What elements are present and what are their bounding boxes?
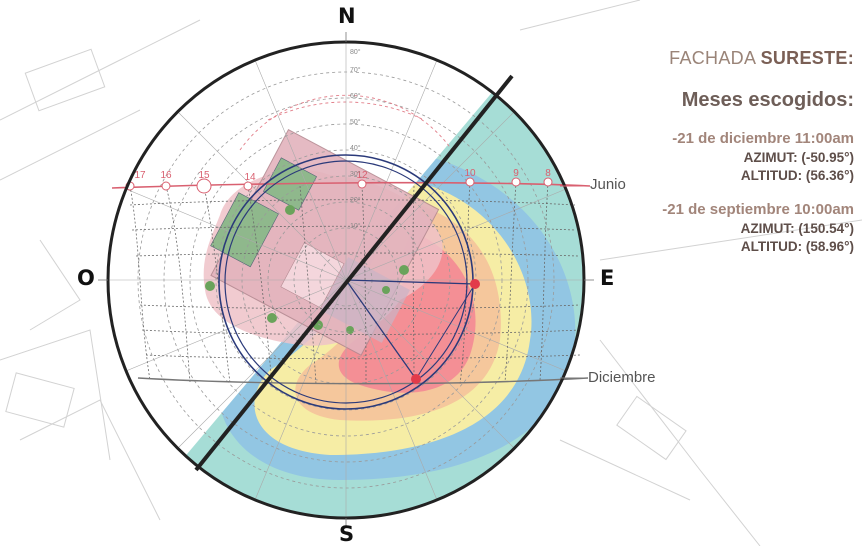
compass-west: O — [77, 266, 95, 290]
ray-september — [345, 279, 476, 285]
daily-paths — [129, 199, 581, 360]
info-panel: FACHADA SURESTE: Meses escogidos: -21 de… — [584, 48, 854, 254]
altitude-label-70: 70° — [350, 66, 361, 74]
hour-labels: 17 16 15 14 12 10 9 8 — [134, 168, 551, 183]
ray-december — [345, 279, 417, 380]
altitude-label-40: 40° — [350, 144, 361, 152]
altitude-label-50: 50° — [350, 118, 361, 126]
altitude-label-80: 80° — [350, 48, 361, 56]
compass-east: E — [600, 266, 615, 290]
hour-label-14: 14 — [244, 172, 256, 183]
hour-label-12: 12 — [356, 170, 368, 181]
case-azimut: AZIMUT: (150.54°) — [740, 221, 854, 236]
case-december: -21 de diciembre 11:00am AZIMUT: (-50.95… — [584, 130, 854, 183]
altitude-label-20: 20° — [350, 196, 361, 204]
summer-curve — [111, 177, 591, 194]
panel-title: FACHADA SURESTE: — [584, 48, 854, 69]
case-altitud: ALTITUD: (56.36°) — [740, 168, 854, 183]
hour-label-15: 15 — [198, 170, 210, 181]
altitude-label-30: 30° — [350, 170, 361, 178]
sun-rays — [345, 279, 480, 384]
case-azimut: AZIMUT: (-50.95°) — [743, 150, 854, 165]
junio-label: Junio — [590, 176, 626, 193]
case-head: -21 de diciembre 11:00am — [672, 130, 854, 147]
zone-red — [338, 235, 476, 393]
sun-point-december — [411, 374, 421, 384]
hour-label-10: 10 — [464, 168, 476, 179]
hour-label-17: 17 — [134, 170, 146, 181]
altitude-labels: 80° 70° 60° 50° 40° 30° 20° 10° — [350, 48, 361, 230]
compass-south: S — [339, 522, 355, 546]
case-head: -21 de septiembre 10:00am — [662, 201, 854, 218]
diciembre-label: Diciembre — [588, 369, 656, 386]
title-light: FACHADA — [669, 48, 756, 68]
altitude-label-10: 10° — [350, 222, 361, 230]
altitude-label-60: 60° — [350, 92, 361, 100]
outer-ticks — [98, 32, 594, 528]
title-bold: SURESTE: — [760, 48, 854, 68]
winter-curve — [137, 377, 589, 385]
case-altitud: ALTITUD: (58.96°) — [740, 239, 854, 254]
green-roof-1 — [210, 192, 279, 268]
case-september: -21 de septiembre 10:00am AZIMUT: (150.5… — [584, 201, 854, 254]
hour-label-9: 9 — [513, 168, 519, 179]
sun-point-september — [470, 279, 480, 289]
facade-line — [194, 74, 514, 472]
hour-label-16: 16 — [160, 170, 172, 181]
panel-subtitle: Meses escogidos: — [681, 89, 854, 111]
hour-label-8: 8 — [545, 168, 551, 179]
compass-north: N — [338, 4, 356, 28]
